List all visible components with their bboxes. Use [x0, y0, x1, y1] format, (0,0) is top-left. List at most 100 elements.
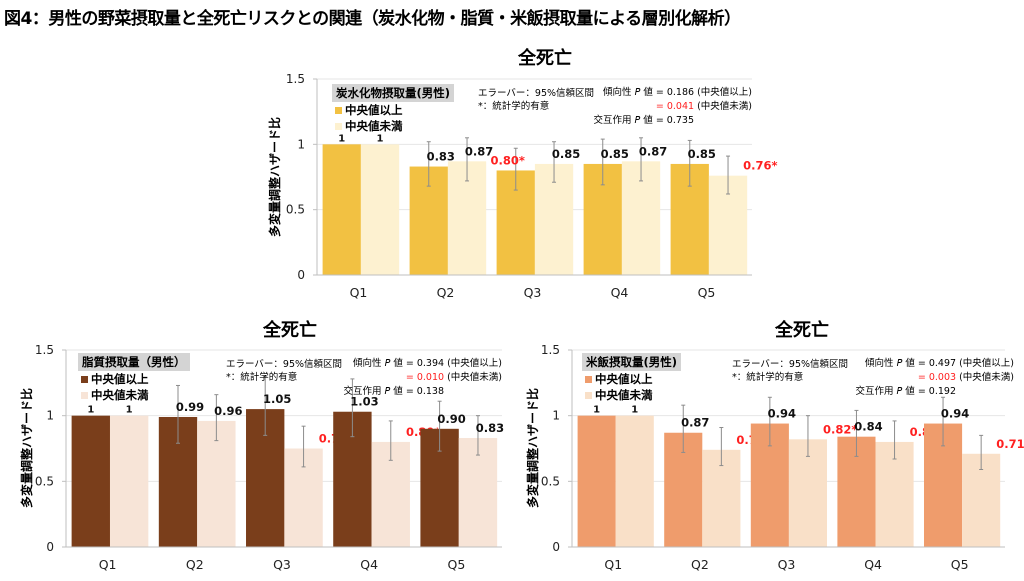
- legend-swatch-below: [81, 391, 88, 399]
- data-label: 0.87: [681, 416, 709, 430]
- chart-title: 全死亡: [263, 320, 317, 341]
- data-label: 0.99: [176, 400, 204, 414]
- interaction-p: 交互作用 𝘗 値 = 0.735: [593, 115, 695, 126]
- legend-swatch-above: [585, 375, 592, 383]
- x-tick-label: Q2: [691, 557, 709, 572]
- bar-q1-series-0: [322, 144, 361, 275]
- trend-p-above: 傾向性 𝘗 値 = 0.394 (中央値以上): [353, 358, 502, 369]
- y-tick-label: 1: [552, 409, 560, 423]
- data-label: 0.85: [688, 147, 716, 161]
- x-tick-label: Q5: [448, 557, 466, 572]
- chart-svg: 0 0.5 1 1.5 1 1 Q1 0.83 0.87 Q2 0.80* 0.85 Q3 0.85 0.8…: [286, 72, 778, 300]
- x-tick-label: Q1: [350, 285, 368, 300]
- y-tick-label: 1.5: [35, 343, 54, 357]
- data-label: 0.87: [639, 144, 667, 158]
- x-tick-label: Q2: [437, 285, 455, 300]
- data-label: 1: [631, 405, 638, 416]
- trend-p-above: 傾向性 𝘗 値 = 0.497 (中央値以上): [865, 358, 1014, 369]
- x-tick-label: Q4: [611, 285, 629, 300]
- data-label: 0.85: [601, 147, 629, 161]
- legend-swatch-above: [335, 106, 342, 114]
- bar-q1-series-1: [109, 415, 149, 547]
- data-label: 1: [126, 405, 133, 416]
- error-bar-note: エラーバー：95%信頼区間: [478, 88, 595, 99]
- y-tick-label: 0.5: [35, 474, 54, 488]
- legend-label-below: 中央値未満: [91, 388, 149, 402]
- legend-label-above: 中央値以上: [595, 372, 653, 386]
- significance-note: *：統計学的有意: [478, 101, 550, 112]
- legend-title: 炭水化物摂取量(男性): [332, 84, 455, 102]
- p-value-annotation: 傾向性 𝘗 値 = 0.497 (中央値以上) = 0.003 (中央値未満) …: [856, 357, 1015, 399]
- bar-q1-series-1: [360, 144, 400, 275]
- trend-p-below: = 0.003 (中央値未満): [917, 372, 1014, 383]
- y-tick-label: 1.5: [286, 72, 305, 86]
- legend-swatch-above: [81, 375, 88, 383]
- significance-note: *：統計学的有意: [732, 372, 804, 383]
- legend-item-above: 中央値以上: [332, 102, 454, 118]
- data-label: 0.80*: [491, 153, 525, 167]
- data-label: 0.84: [854, 420, 882, 434]
- annotation-notes: エラーバー：95%信頼区間 *：統計学的有意: [226, 358, 342, 384]
- trend-p-above: 傾向性 𝘗 値 = 0.186 (中央値以上): [603, 87, 752, 98]
- chart-panel-rice: 全死亡 多変量調整ハザード比 00.511.511Q10.870.74*Q20.…: [510, 310, 1024, 581]
- chart-title: 全死亡: [775, 320, 829, 341]
- x-tick-label: Q5: [698, 285, 716, 300]
- trend-p-below: = 0.010 (中央値未満): [405, 372, 502, 383]
- significance-note: *：統計学的有意: [226, 372, 298, 383]
- data-label: 0.94: [768, 407, 796, 421]
- y-tick-label: 0: [297, 268, 305, 282]
- chart-svg: 00.511.511Q10.870.74*Q20.940.82*Q30.840.…: [541, 343, 1024, 572]
- data-label: 0.83: [427, 150, 455, 164]
- error-bar-note: エラーバー：95%信頼区間: [732, 359, 849, 370]
- data-label: 0.94: [941, 407, 969, 421]
- data-label: 0.71*: [996, 437, 1024, 451]
- bar-q2-series-1: [197, 420, 236, 547]
- bar-q1-series-0: [71, 415, 110, 547]
- legend-title: 脂質摂取量（男性）: [78, 353, 190, 371]
- x-tick-label: Q2: [186, 557, 204, 572]
- bar-q1-series-0: [577, 415, 616, 547]
- legend-item-above: 中央値以上: [78, 371, 190, 387]
- legend-item-below: 中央値未満: [332, 118, 454, 134]
- data-label: 1: [377, 133, 384, 144]
- legend-swatch-below: [585, 391, 592, 399]
- data-label: 1: [593, 405, 600, 416]
- y-tick-label: 0: [46, 540, 54, 554]
- x-tick-label: Q5: [951, 557, 969, 572]
- legend-item-above: 中央値以上: [582, 371, 681, 387]
- data-label: 1.03: [350, 395, 378, 409]
- p-value-annotation: 傾向性 𝘗 値 = 0.394 (中央値以上) = 0.010 (中央値未満) …: [344, 357, 503, 399]
- trend-p-below: = 0.041 (中央値未満): [655, 101, 752, 112]
- data-label: 0.82*: [823, 422, 857, 436]
- x-tick-label: Q3: [524, 285, 542, 300]
- figure-title: 図4：男性の野菜摂取量と全死亡リスクとの関連（炭水化物・脂質・米飯摂取量による層…: [4, 9, 741, 29]
- data-label: 0.76*: [743, 159, 777, 173]
- legend-title: 米飯摂取量(男性): [582, 353, 682, 371]
- chart-panel-fat: 全死亡 多変量調整ハザード比 0 0.5 1 1.5 1 1 Q1 0.99 0.96 Q2 1.0…: [0, 310, 510, 581]
- interaction-p: 交互作用 𝘗 値 = 0.138: [343, 386, 445, 397]
- y-tick-label: 1: [46, 409, 54, 423]
- data-label: 1.05: [263, 392, 291, 406]
- y-tick-label: 1.5: [541, 343, 560, 357]
- y-tick-label: 0.5: [541, 474, 560, 488]
- x-tick-label: Q4: [864, 557, 882, 572]
- legend-swatch-below: [335, 122, 342, 130]
- bar-q5-series-1: [458, 437, 498, 547]
- legend-label-above: 中央値以上: [91, 372, 149, 386]
- data-label: 0.87: [465, 144, 493, 158]
- chart-title: 全死亡: [518, 48, 572, 69]
- legend-label-below: 中央値未満: [595, 388, 653, 402]
- error-bar-note: エラーバー：95%信頼区間: [226, 359, 343, 370]
- data-label: 1: [87, 405, 94, 416]
- x-tick-label: Q3: [273, 557, 291, 572]
- legend: 脂質摂取量（男性） 中央値以上 中央値未満: [78, 353, 190, 403]
- bar-q1-series-1: [615, 415, 654, 547]
- legend: 米飯摂取量(男性) 中央値以上 中央値未満: [582, 353, 682, 403]
- annotation-notes: エラーバー：95%信頼区間 *：統計学的有意: [478, 87, 594, 113]
- legend-item-below: 中央値未満: [78, 387, 190, 403]
- data-label: 0.96: [214, 404, 242, 418]
- data-label: 0.83: [476, 421, 504, 435]
- data-label: 1: [338, 133, 345, 144]
- legend: 炭水化物摂取量(男性) 中央値以上 中央値未満: [332, 84, 455, 134]
- x-tick-label: Q1: [604, 557, 622, 572]
